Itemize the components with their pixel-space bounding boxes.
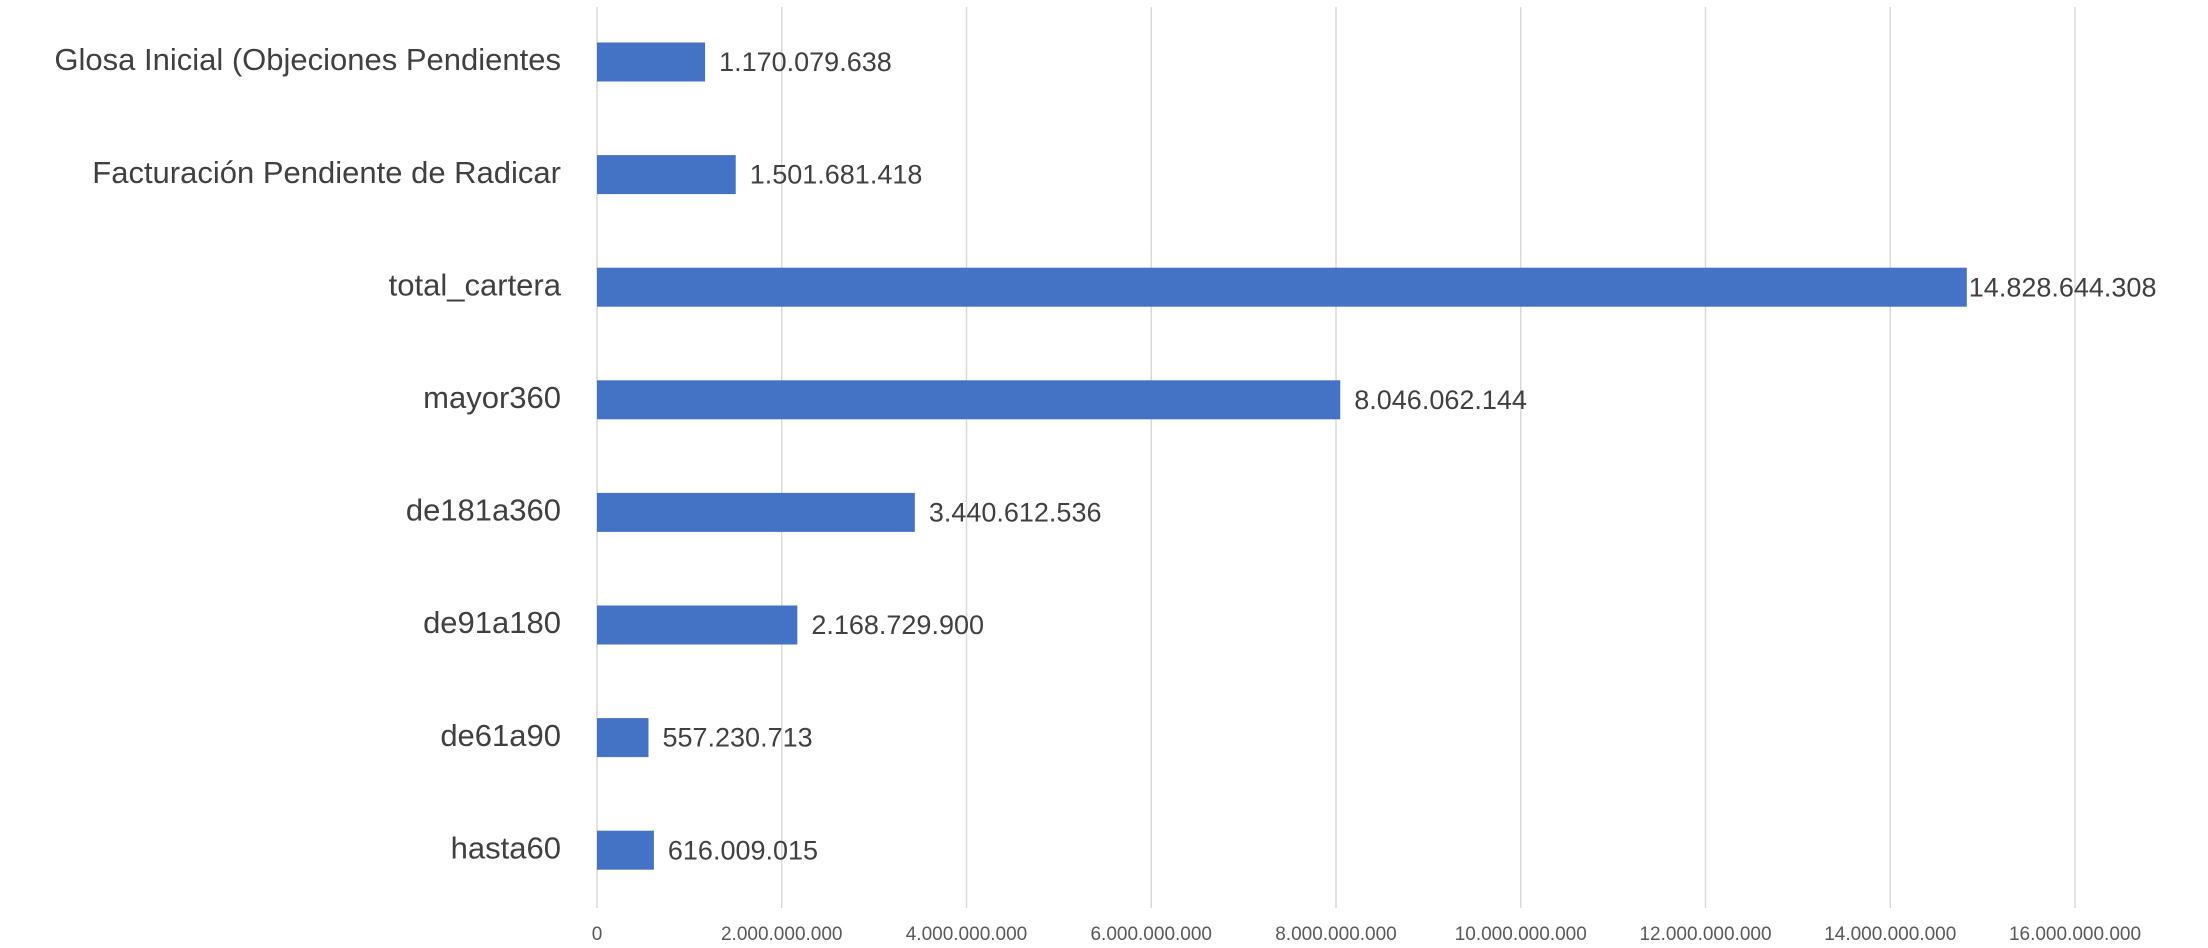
x-tick-label: 10.000.000.000 xyxy=(1455,924,1587,945)
x-tick-label: 12.000.000.000 xyxy=(1639,924,1771,945)
bar xyxy=(597,155,736,195)
data-label: 8.046.062.144 xyxy=(1354,385,1527,415)
category-label: mayor360 xyxy=(423,380,561,415)
bar xyxy=(597,492,915,532)
x-tick-label: 14.000.000.000 xyxy=(1824,924,1956,945)
x-tick-label: 8.000.000.000 xyxy=(1275,924,1397,945)
x-tick-label: 4.000.000.000 xyxy=(906,924,1028,945)
category-label: de91a180 xyxy=(423,605,561,640)
category-label: Glosa Inicial (Objeciones Pendientes xyxy=(54,42,561,77)
data-label: 14.828.644.308 xyxy=(1969,272,2157,302)
data-label: 557.230.713 xyxy=(662,723,812,753)
bar xyxy=(597,42,706,82)
bar xyxy=(597,605,798,645)
x-tick-label: 16.000.000.000 xyxy=(2009,924,2141,945)
x-tick-label: 0 xyxy=(592,924,603,945)
data-label: 2.168.729.900 xyxy=(811,610,984,640)
category-label: de61a90 xyxy=(440,718,561,753)
category-label: de181a360 xyxy=(406,493,561,528)
data-label: 3.440.612.536 xyxy=(929,498,1102,528)
x-tick-label: 6.000.000.000 xyxy=(1090,924,1212,945)
category-label: total_cartera xyxy=(389,267,562,302)
data-label: 1.170.079.638 xyxy=(719,47,892,77)
data-label: 616.009.015 xyxy=(668,835,818,865)
bar xyxy=(597,267,1967,307)
data-label: 1.501.681.418 xyxy=(750,160,923,190)
bar xyxy=(597,718,649,758)
bar xyxy=(597,380,1341,420)
bar xyxy=(597,830,654,870)
x-tick-label: 2.000.000.000 xyxy=(721,924,843,945)
category-label: hasta60 xyxy=(451,830,561,865)
category-label: Facturación Pendiente de Radicar xyxy=(92,155,561,190)
